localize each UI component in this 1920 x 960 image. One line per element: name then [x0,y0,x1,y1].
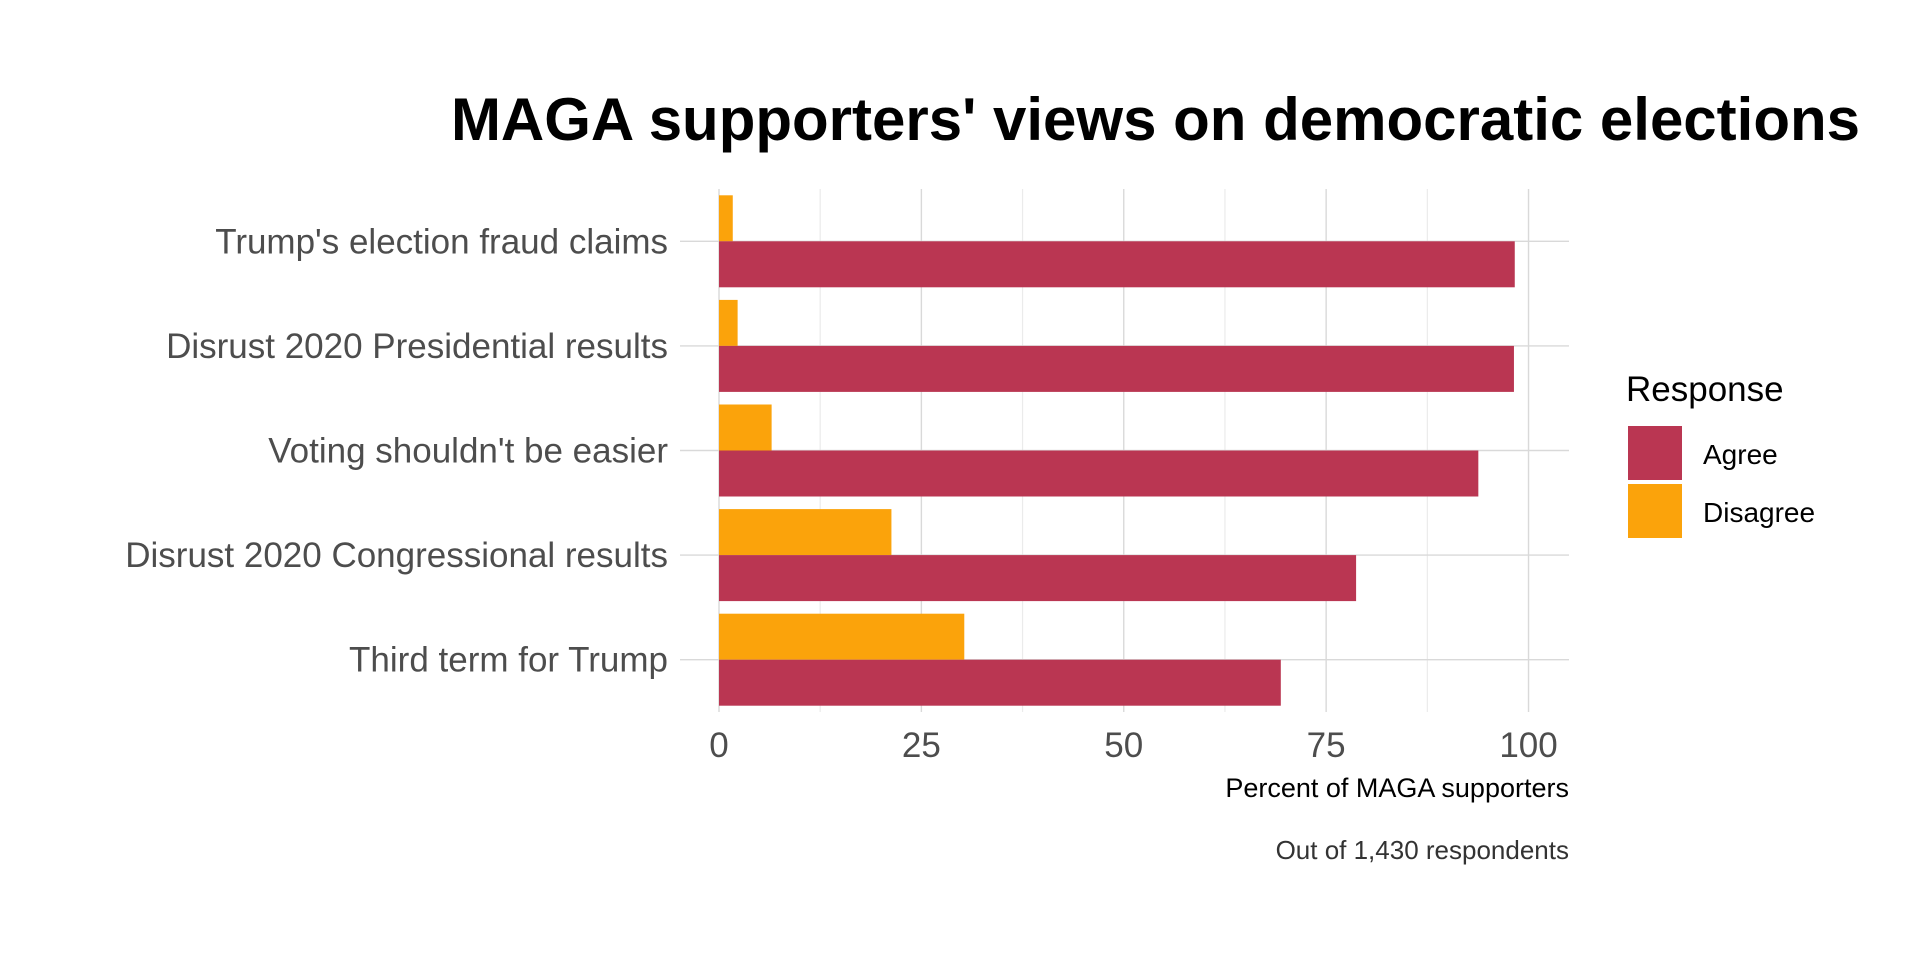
x-tick-label: 100 [1499,726,1557,765]
bar-disagree [719,299,738,346]
legend: Response Agree Disagree [1626,370,1815,538]
bar-disagree [719,613,965,660]
bar-disagree [719,195,733,242]
legend-title: Response [1626,370,1784,409]
legend-swatch-disagree [1628,484,1682,538]
x-axis-title: Percent of MAGA supporters [1225,773,1569,803]
bar-agree [719,450,1479,497]
legend-label-disagree: Disagree [1703,497,1815,528]
chart-title: MAGA supporters' views on democratic ele… [451,86,1860,153]
x-tick-label: 75 [1307,726,1346,765]
category-label: Disrust 2020 Congressional results [125,536,668,575]
bar-agree [719,555,1357,602]
category-label: Disrust 2020 Presidential results [166,327,668,366]
bar-disagree [719,509,892,556]
category-labels: Trump's election fraud claims Disrust 202… [125,222,668,679]
x-tick-label: 0 [709,726,728,765]
category-label: Third term for Trump [349,641,668,680]
legend-label-agree: Agree [1703,439,1778,470]
bar-agree [719,241,1515,288]
bars [719,195,1515,706]
bar-agree [719,345,1514,392]
x-tick-label: 25 [902,726,941,765]
category-label: Voting shouldn't be easier [268,432,668,471]
bar-agree [719,659,1281,706]
chart-caption: Out of 1,430 respondents [1276,835,1569,865]
bar-disagree [719,404,772,451]
x-tick-labels: 0 25 50 75 100 [709,726,1557,765]
legend-swatch-agree [1628,426,1682,480]
category-label: Trump's election fraud claims [215,222,668,261]
x-tick-label: 50 [1104,726,1143,765]
